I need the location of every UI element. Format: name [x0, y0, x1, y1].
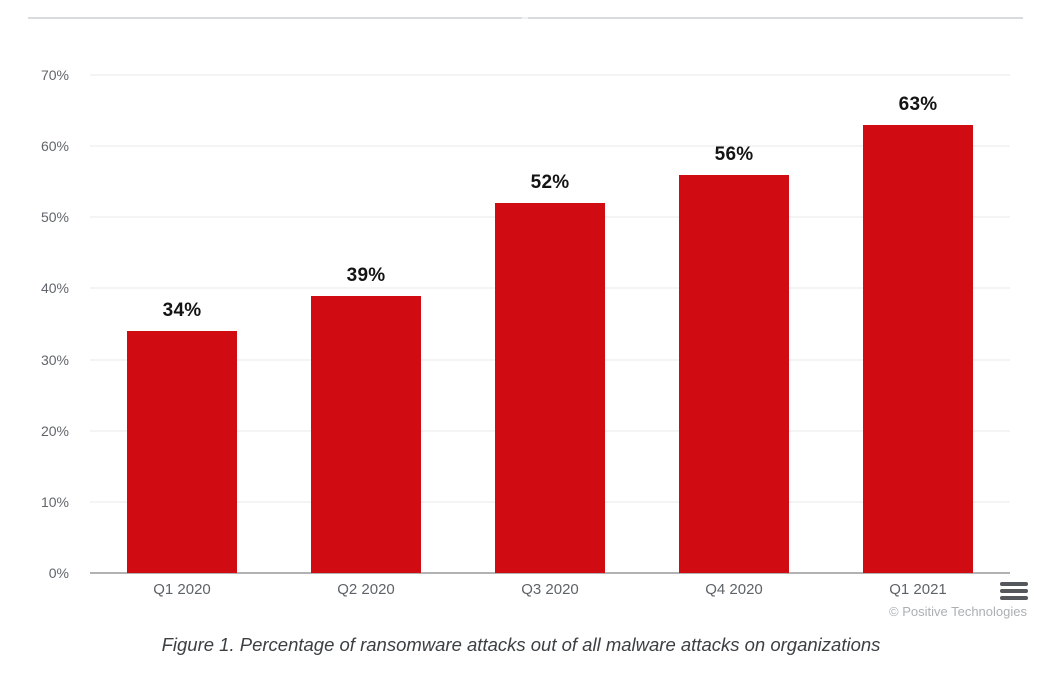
bar-group: 56% Q4 2020 — [642, 75, 826, 598]
bar-value-label: 39% — [346, 264, 386, 286]
x-axis-tick-label: Q3 2020 — [521, 581, 579, 598]
bar — [495, 203, 605, 573]
x-axis-tick-label: Q1 2020 — [153, 581, 211, 598]
y-axis-tick-label: 50% — [40, 209, 69, 226]
y-axis-tick-label: 0% — [48, 565, 69, 581]
bar-group: 39% Q2 2020 — [274, 75, 458, 598]
y-axis-tick-label: 20% — [40, 422, 69, 439]
bar-value-label: 63% — [898, 93, 938, 115]
y-axis-tick-label: 30% — [40, 351, 69, 368]
y-axis-tick-label: 70% — [40, 67, 69, 83]
bar-group: 34% Q1 2020 — [90, 75, 274, 598]
bar — [127, 331, 237, 573]
top-divider — [28, 17, 1023, 19]
bar-group: 52% Q3 2020 — [458, 75, 642, 598]
bar — [863, 124, 973, 573]
gridline — [90, 145, 1010, 147]
bar-value-label: 34% — [162, 300, 202, 322]
x-axis-tick-label: Q4 2020 — [705, 581, 763, 598]
copyright-watermark: © Positive Technologies — [889, 604, 1027, 619]
bar-chart: 0% 10% 20% 30% 40% 50% 60% 70% 34% Q1 2020 39% Q2 2… — [41, 67, 1010, 598]
bar-value-label: 52% — [530, 172, 570, 194]
x-axis-tick-label: Q1 2021 — [889, 581, 947, 598]
hamburger-bar — [1000, 596, 1028, 600]
bar-group: 63% Q1 2021 — [826, 75, 1010, 598]
hamburger-bar — [1000, 582, 1028, 586]
bar — [679, 174, 789, 573]
hamburger-bar — [1000, 589, 1028, 593]
bar — [311, 295, 421, 573]
gridline — [90, 74, 1010, 76]
y-axis-tick-label: 60% — [40, 138, 69, 155]
y-axis-tick-label: 10% — [40, 493, 69, 510]
top-divider-gap — [522, 17, 528, 19]
y-axis-tick-label: 40% — [40, 280, 69, 297]
bar-value-label: 56% — [714, 143, 754, 165]
hamburger-menu-icon[interactable] — [1000, 582, 1028, 600]
figure-caption: Figure 1. Percentage of ransomware attac… — [161, 634, 881, 655]
x-axis-tick-label: Q2 2020 — [337, 581, 395, 598]
plot-area: 0% 10% 20% 30% 40% 50% 60% 70% 34% Q1 2020 39% Q2 2… — [41, 67, 1010, 598]
gridline — [90, 572, 1010, 574]
